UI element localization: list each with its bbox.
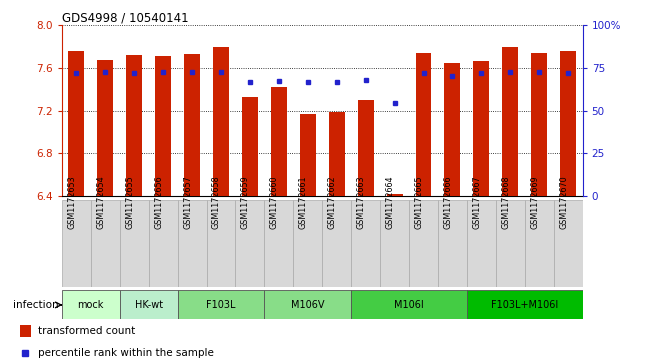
- Text: GSM1172669: GSM1172669: [531, 175, 539, 229]
- Text: GSM1172660: GSM1172660: [270, 176, 279, 229]
- Bar: [264, 290, 351, 319]
- Bar: [62, 200, 90, 287]
- Text: GSM1172654: GSM1172654: [96, 175, 105, 229]
- Text: GSM1172663: GSM1172663: [357, 176, 366, 229]
- Bar: [503, 47, 518, 196]
- Bar: [62, 290, 120, 319]
- Bar: [357, 100, 374, 196]
- Bar: [525, 200, 554, 287]
- Bar: [236, 200, 264, 287]
- Text: GSM1172670: GSM1172670: [559, 175, 568, 229]
- Bar: [68, 51, 84, 196]
- Bar: [445, 63, 460, 196]
- Text: GSM1172658: GSM1172658: [212, 175, 221, 229]
- Text: mock: mock: [77, 300, 104, 310]
- Bar: [415, 53, 432, 196]
- Text: GSM1172653: GSM1172653: [67, 175, 76, 229]
- Bar: [242, 97, 258, 196]
- Bar: [120, 200, 148, 287]
- Bar: [126, 55, 142, 196]
- Text: M106I: M106I: [394, 300, 424, 310]
- Text: GSM1172657: GSM1172657: [183, 175, 192, 229]
- Text: infection: infection: [13, 300, 59, 310]
- Bar: [351, 290, 467, 319]
- Bar: [184, 54, 200, 196]
- Bar: [409, 200, 438, 287]
- Bar: [120, 290, 178, 319]
- Text: transformed count: transformed count: [38, 326, 135, 336]
- Text: GSM1172656: GSM1172656: [154, 175, 163, 229]
- Text: M106V: M106V: [291, 300, 325, 310]
- Text: GDS4998 / 10540141: GDS4998 / 10540141: [62, 11, 189, 24]
- Bar: [90, 200, 120, 287]
- Text: GSM1172668: GSM1172668: [501, 176, 510, 229]
- Bar: [213, 47, 229, 196]
- Bar: [467, 200, 496, 287]
- Bar: [329, 112, 344, 196]
- Text: GSM1172667: GSM1172667: [473, 175, 481, 229]
- Bar: [271, 87, 287, 196]
- Bar: [155, 56, 171, 196]
- Bar: [294, 200, 322, 287]
- Text: HK-wt: HK-wt: [135, 300, 163, 310]
- Bar: [97, 60, 113, 196]
- Bar: [351, 200, 380, 287]
- Text: GSM1172655: GSM1172655: [125, 175, 134, 229]
- Bar: [473, 61, 490, 196]
- Text: GSM1172659: GSM1172659: [241, 175, 250, 229]
- Text: GSM1172665: GSM1172665: [415, 175, 424, 229]
- Bar: [387, 194, 402, 196]
- Bar: [438, 200, 467, 287]
- Bar: [264, 200, 294, 287]
- Text: F103L+M106I: F103L+M106I: [491, 300, 559, 310]
- Bar: [561, 51, 576, 196]
- Text: GSM1172666: GSM1172666: [443, 176, 452, 229]
- Bar: [467, 290, 583, 319]
- Bar: [206, 200, 236, 287]
- Bar: [178, 200, 206, 287]
- Bar: [554, 200, 583, 287]
- Text: GSM1172661: GSM1172661: [299, 176, 308, 229]
- Text: F103L: F103L: [206, 300, 236, 310]
- Bar: [148, 200, 178, 287]
- Text: GSM1172664: GSM1172664: [385, 176, 395, 229]
- Bar: [178, 290, 264, 319]
- Bar: [380, 200, 409, 287]
- Bar: [20, 325, 31, 337]
- Bar: [322, 200, 351, 287]
- Text: percentile rank within the sample: percentile rank within the sample: [38, 347, 214, 358]
- Bar: [531, 53, 547, 196]
- Text: GSM1172662: GSM1172662: [327, 175, 337, 229]
- Bar: [496, 200, 525, 287]
- Bar: [300, 114, 316, 196]
